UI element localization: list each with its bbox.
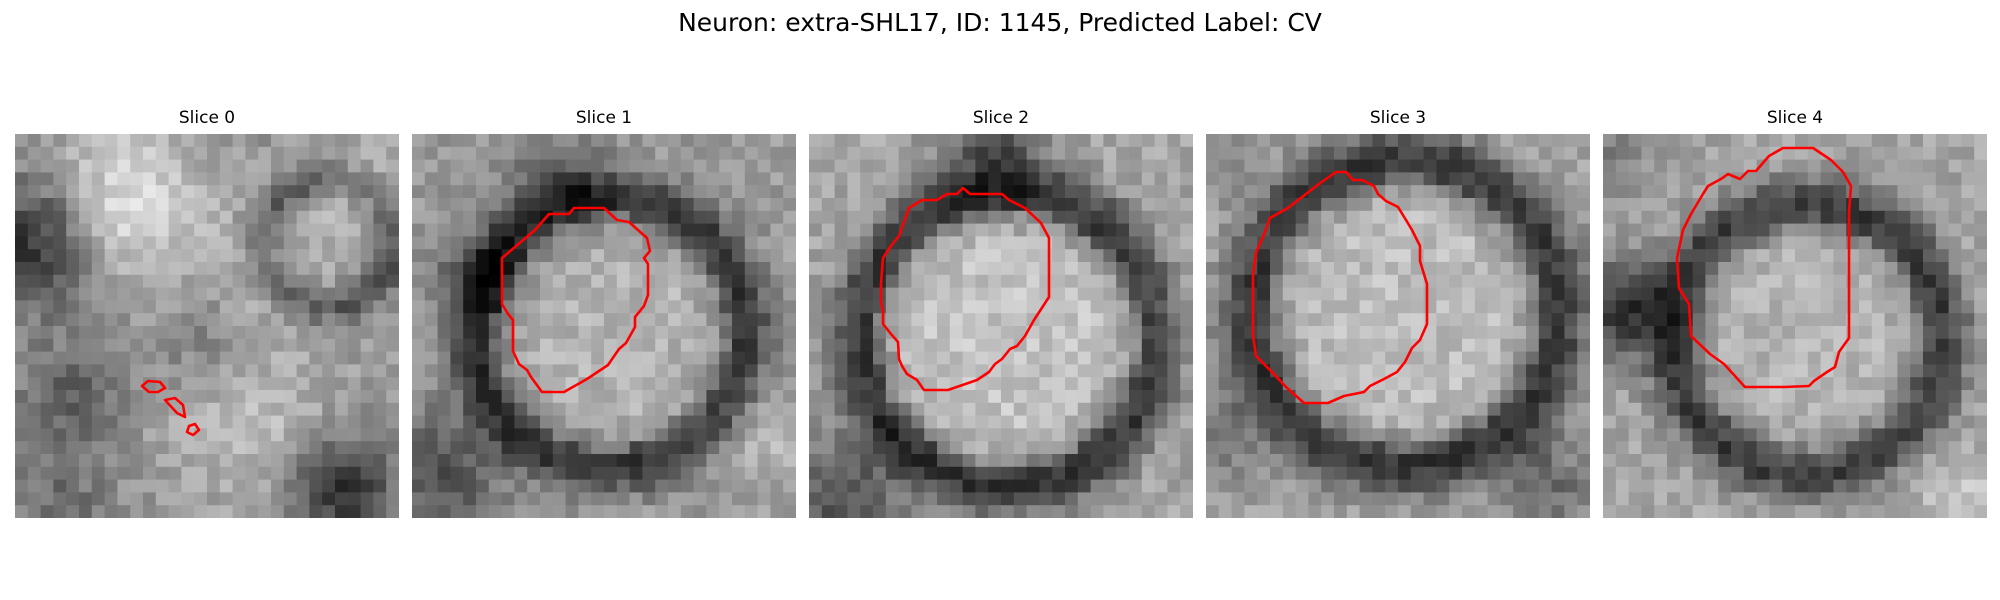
segmentation-contour bbox=[140, 379, 167, 394]
panel-title-slice-2: Slice 2 bbox=[972, 108, 1030, 128]
slice-4-image bbox=[1603, 134, 1987, 518]
figure-title: Neuron: extra-SHL17, ID: 1145, Predicted… bbox=[678, 8, 1322, 37]
pixel-grid bbox=[1603, 134, 1987, 518]
slice-2-image bbox=[809, 134, 1193, 518]
segmentation-contour bbox=[1251, 170, 1429, 405]
panel-title-slice-1: Slice 1 bbox=[575, 108, 633, 128]
slice-3-image bbox=[1206, 134, 1590, 518]
segmentation-contour bbox=[1675, 146, 1853, 389]
panel-title-slice-3: Slice 3 bbox=[1369, 108, 1427, 128]
segmentation-contour bbox=[163, 396, 187, 419]
panel-title-slice-4: Slice 4 bbox=[1766, 108, 1824, 128]
slice-1-image bbox=[412, 134, 796, 518]
slice-0-image bbox=[15, 134, 399, 518]
pixel-grid bbox=[15, 134, 399, 518]
panel-title-slice-0: Slice 0 bbox=[178, 108, 236, 128]
segmentation-contour bbox=[500, 206, 652, 394]
pixel-grid bbox=[809, 134, 1193, 518]
pixel-grid bbox=[412, 134, 796, 518]
pixel-grid bbox=[1206, 134, 1590, 518]
segmentation-contour bbox=[185, 422, 201, 437]
segmentation-contour bbox=[879, 186, 1051, 392]
